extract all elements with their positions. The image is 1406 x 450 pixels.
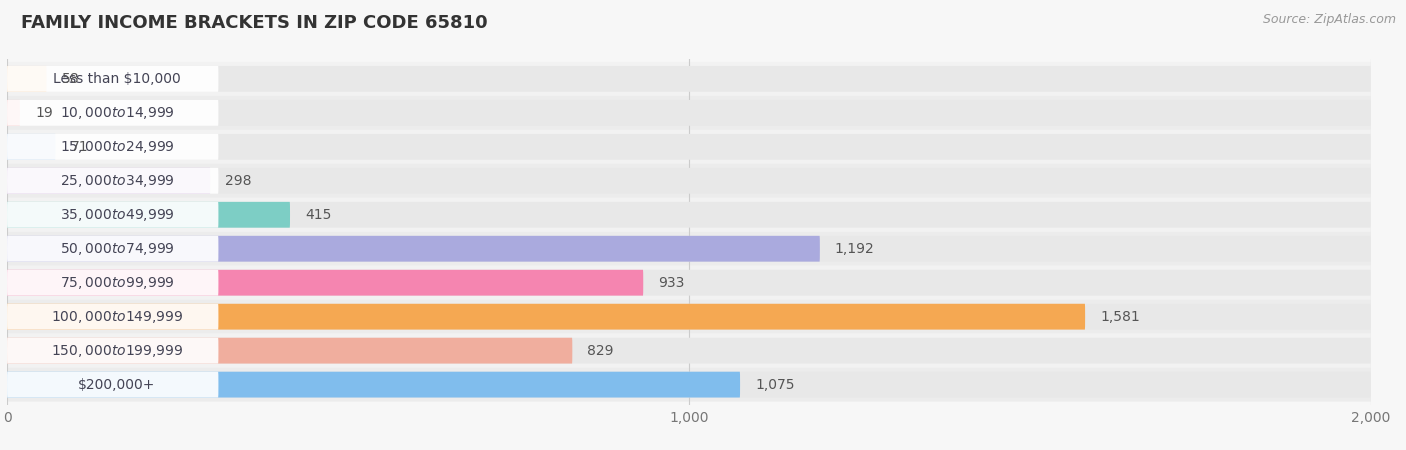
FancyBboxPatch shape [7, 304, 1085, 329]
FancyBboxPatch shape [7, 304, 218, 329]
Text: 933: 933 [658, 276, 685, 290]
FancyBboxPatch shape [7, 66, 218, 92]
FancyBboxPatch shape [7, 236, 1371, 261]
Text: $10,000 to $14,999: $10,000 to $14,999 [59, 105, 174, 121]
FancyBboxPatch shape [7, 62, 1371, 96]
FancyBboxPatch shape [7, 130, 1371, 164]
FancyBboxPatch shape [7, 333, 1371, 368]
FancyBboxPatch shape [7, 300, 1371, 333]
FancyBboxPatch shape [7, 270, 644, 296]
Text: 1,075: 1,075 [755, 378, 794, 392]
FancyBboxPatch shape [7, 134, 1371, 160]
FancyBboxPatch shape [7, 168, 1371, 194]
FancyBboxPatch shape [7, 198, 1371, 232]
Text: $25,000 to $34,999: $25,000 to $34,999 [59, 173, 174, 189]
FancyBboxPatch shape [7, 236, 218, 261]
FancyBboxPatch shape [7, 100, 218, 126]
Text: $100,000 to $149,999: $100,000 to $149,999 [51, 309, 183, 325]
FancyBboxPatch shape [7, 66, 46, 92]
FancyBboxPatch shape [7, 304, 1371, 329]
Text: 1,192: 1,192 [835, 242, 875, 256]
Text: 829: 829 [588, 344, 614, 358]
Text: Less than $10,000: Less than $10,000 [53, 72, 181, 86]
FancyBboxPatch shape [7, 164, 1371, 198]
Text: $15,000 to $24,999: $15,000 to $24,999 [59, 139, 174, 155]
Text: $150,000 to $199,999: $150,000 to $199,999 [51, 342, 183, 359]
Text: FAMILY INCOME BRACKETS IN ZIP CODE 65810: FAMILY INCOME BRACKETS IN ZIP CODE 65810 [21, 14, 488, 32]
FancyBboxPatch shape [7, 134, 218, 160]
FancyBboxPatch shape [7, 100, 1371, 126]
FancyBboxPatch shape [7, 372, 740, 397]
FancyBboxPatch shape [7, 134, 55, 160]
Text: $35,000 to $49,999: $35,000 to $49,999 [59, 207, 174, 223]
FancyBboxPatch shape [7, 66, 1371, 92]
FancyBboxPatch shape [7, 96, 1371, 130]
FancyBboxPatch shape [7, 202, 290, 228]
FancyBboxPatch shape [7, 266, 1371, 300]
FancyBboxPatch shape [7, 270, 1371, 296]
Text: 415: 415 [305, 208, 332, 222]
Text: 58: 58 [62, 72, 79, 86]
FancyBboxPatch shape [7, 168, 211, 194]
Text: $200,000+: $200,000+ [79, 378, 156, 392]
FancyBboxPatch shape [7, 202, 218, 228]
FancyBboxPatch shape [7, 372, 218, 397]
Text: $50,000 to $74,999: $50,000 to $74,999 [59, 241, 174, 257]
FancyBboxPatch shape [7, 338, 572, 364]
FancyBboxPatch shape [7, 202, 1371, 228]
Text: 71: 71 [70, 140, 89, 154]
FancyBboxPatch shape [7, 232, 1371, 266]
Text: 298: 298 [225, 174, 252, 188]
FancyBboxPatch shape [7, 168, 218, 194]
FancyBboxPatch shape [7, 338, 218, 364]
FancyBboxPatch shape [7, 338, 1371, 364]
FancyBboxPatch shape [7, 100, 20, 126]
FancyBboxPatch shape [7, 372, 1371, 397]
Text: $75,000 to $99,999: $75,000 to $99,999 [59, 274, 174, 291]
FancyBboxPatch shape [7, 368, 1371, 401]
Text: Source: ZipAtlas.com: Source: ZipAtlas.com [1263, 14, 1396, 27]
Text: 1,581: 1,581 [1099, 310, 1140, 324]
FancyBboxPatch shape [7, 236, 820, 261]
Text: 19: 19 [35, 106, 53, 120]
FancyBboxPatch shape [7, 270, 218, 296]
